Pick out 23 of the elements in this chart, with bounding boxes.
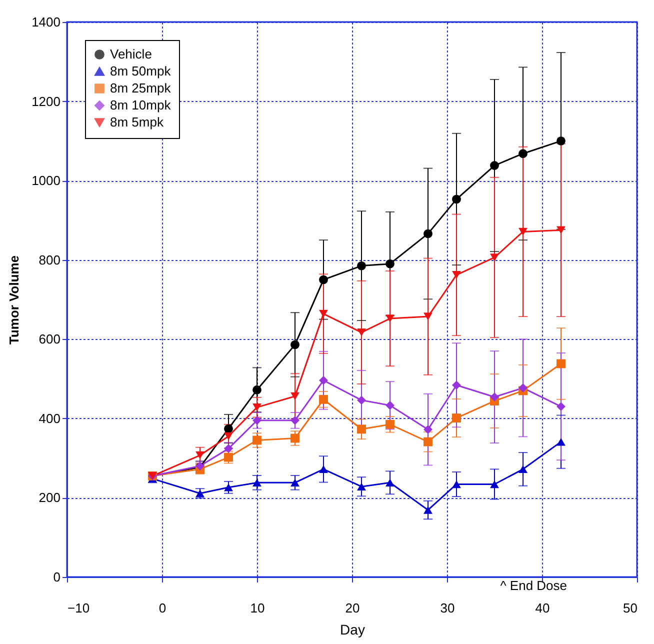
x-axis-title: Day [340,622,365,638]
legend-label: 8m 25mpk [110,80,172,96]
y-tick-label: 600 [38,332,60,347]
y-tick-label: 1000 [32,173,60,188]
y-axis-title: Tumor Volume [6,255,22,345]
legend-label: 8m 10mpk [110,98,172,112]
x-tick-label: 10 [250,600,265,616]
y-tick-label: 200 [38,490,60,506]
text: ^ End Dose [500,578,568,593]
y-tick-label: 800 [38,252,60,268]
y-tick-label: 1200 [32,94,60,109]
legend-label: Vehicle [110,46,152,62]
x-tick-label: 20 [345,600,360,616]
y-tick-label: 1400 [32,14,60,30]
y-tick-label: 0 [53,570,60,584]
x-tick-label: 40 [535,600,550,616]
legend-label: 8m 50mpk [110,64,172,78]
x-tick-label: 50 [623,600,638,616]
x-tick-label: 30 [440,600,455,616]
legend-label: 8m 5mpk [110,114,164,130]
y-tick-label: 400 [38,410,60,426]
x-tick-label: −10 [68,600,90,616]
x-tick-label: 0 [158,600,166,616]
